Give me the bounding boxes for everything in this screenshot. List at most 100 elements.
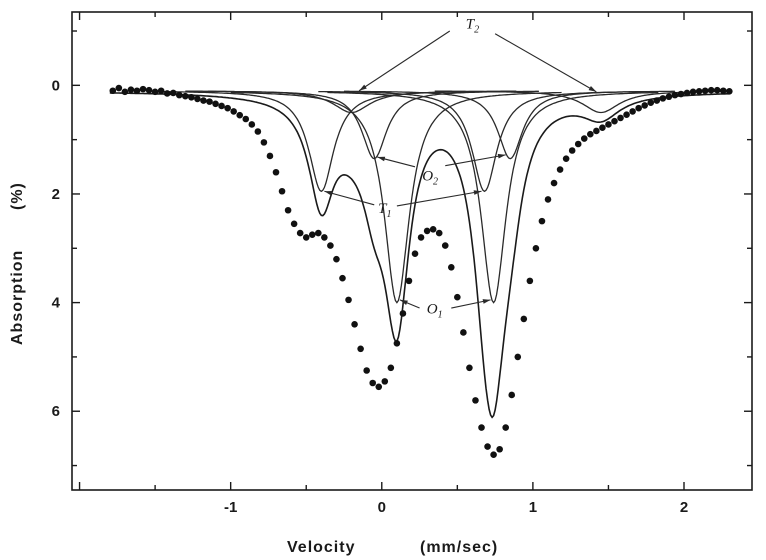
- data-point: [677, 90, 685, 98]
- y-tick-label: 2: [52, 186, 60, 203]
- data-point: [653, 97, 661, 104]
- data-point: [617, 114, 624, 122]
- arrow-o1-left-head: [399, 299, 408, 305]
- data-point: [405, 277, 413, 285]
- data-point: [538, 217, 546, 225]
- data-point: [532, 244, 540, 252]
- data-point: [290, 220, 298, 228]
- data-point: [242, 115, 250, 123]
- data-point: [151, 88, 159, 96]
- y-tick-label: 6: [52, 403, 60, 420]
- component-curve-t1-2: [318, 90, 650, 193]
- data-point: [508, 391, 516, 399]
- component-curve-o1-3: [230, 91, 562, 304]
- data-point: [284, 206, 292, 214]
- data-point: [278, 187, 286, 195]
- data-point: [641, 102, 649, 109]
- data-point: [127, 86, 135, 93]
- data-point: [701, 87, 709, 95]
- data-point: [351, 321, 358, 328]
- data-point: [472, 397, 479, 404]
- data-point: [568, 147, 576, 154]
- data-point: [580, 135, 588, 142]
- data-point: [206, 98, 213, 105]
- data-point: [556, 166, 564, 173]
- annotation-o2: O2: [422, 168, 438, 187]
- data-point: [550, 179, 558, 187]
- data-point: [665, 93, 673, 101]
- data-point: [695, 88, 703, 95]
- data-point: [260, 139, 268, 146]
- data-point: [647, 99, 655, 107]
- data-point: [327, 242, 334, 249]
- data-point: [544, 196, 552, 203]
- data-point: [393, 340, 401, 347]
- arrow-o2-right-head: [497, 153, 506, 159]
- data-point: [441, 242, 449, 249]
- x-tick-label: 1: [529, 499, 537, 516]
- data-point: [387, 364, 395, 372]
- data-point: [460, 329, 467, 336]
- data-point: [719, 87, 727, 95]
- data-point: [194, 95, 201, 103]
- data-point: [605, 121, 612, 128]
- data-point: [224, 104, 231, 112]
- data-point: [321, 234, 328, 241]
- data-point: [623, 111, 630, 118]
- data-point: [272, 168, 280, 176]
- arrow-o2-right: [445, 154, 506, 167]
- data-point: [115, 84, 123, 92]
- data-point: [133, 87, 141, 95]
- data-point: [629, 108, 636, 115]
- arrow-t2-left: [358, 30, 451, 92]
- data-point: [121, 88, 129, 96]
- data-point: [713, 86, 721, 94]
- data-point: [357, 345, 364, 353]
- data-point: [587, 130, 594, 138]
- data-point: [163, 90, 171, 97]
- data-point: [333, 255, 340, 263]
- data-point: [490, 451, 497, 458]
- data-point: [689, 88, 697, 96]
- data-point: [188, 93, 195, 101]
- component-curve-o1-4: [327, 91, 659, 304]
- x-tick-label: -1: [224, 499, 237, 516]
- data-point: [254, 128, 262, 135]
- annotation-o1: O1: [427, 301, 443, 320]
- x-tick-label: 2: [680, 499, 688, 516]
- data-point: [562, 155, 570, 162]
- data-point: [454, 293, 461, 301]
- y-tick-label: 0: [52, 77, 60, 94]
- data-point: [484, 443, 491, 450]
- arrow-o2-left-head: [377, 156, 386, 162]
- data-point: [139, 85, 147, 93]
- data-point: [399, 310, 407, 317]
- data-point: [375, 383, 383, 391]
- y-axis-label: Absorption: [9, 250, 26, 345]
- data-point: [707, 86, 715, 94]
- arrow-t1-left: [324, 190, 375, 206]
- data-point: [308, 231, 316, 239]
- data-point: [726, 88, 733, 95]
- data-point: [175, 91, 183, 99]
- data-point: [466, 364, 473, 372]
- x-axis-unit: (mm/sec): [420, 539, 498, 556]
- data-point: [109, 87, 117, 95]
- data-point: [514, 353, 522, 361]
- data-point: [230, 108, 237, 115]
- data-point: [411, 250, 419, 258]
- data-point: [683, 89, 691, 97]
- data-point: [381, 378, 389, 385]
- data-point: [502, 424, 509, 431]
- data-point: [169, 89, 177, 97]
- data-point: [248, 121, 256, 128]
- data-point: [593, 127, 600, 135]
- data-point: [671, 91, 679, 99]
- data-point: [157, 87, 165, 95]
- data-point: [363, 367, 370, 374]
- data-point: [296, 229, 304, 237]
- data-point: [339, 274, 346, 282]
- data-point: [496, 445, 503, 453]
- data-point: [635, 104, 642, 112]
